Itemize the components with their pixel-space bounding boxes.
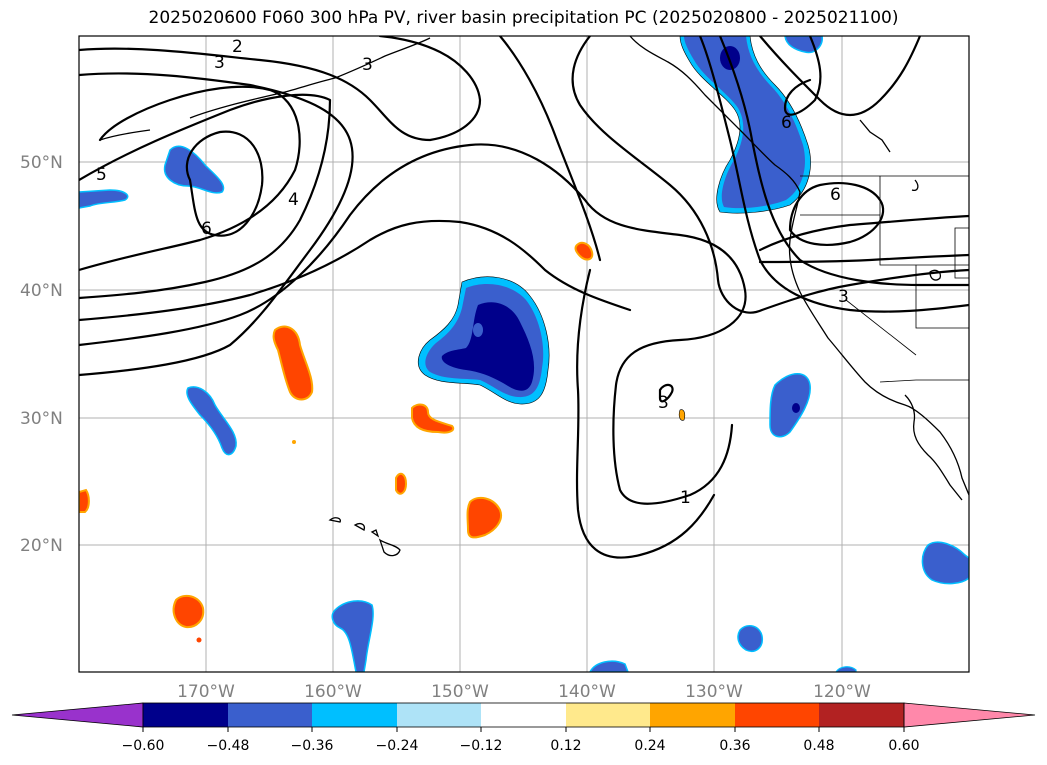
lat-label: 20°N xyxy=(20,536,63,556)
colorbar-segment xyxy=(566,703,650,727)
colorbar-outline xyxy=(142,702,905,728)
pv-label: 1 xyxy=(680,488,691,508)
colorbar-tick-label: 0.60 xyxy=(888,738,919,754)
colorbar-tick-label: −0.24 xyxy=(376,738,419,754)
colorbar-tick-label: 0.36 xyxy=(719,738,750,754)
pv-contour-labels: 2 3 5 6 4 3 6 6 3 3 1 xyxy=(96,37,849,508)
colorbar-tick-label: −0.60 xyxy=(122,738,165,754)
latitude-labels: 50°N 40°N 30°N 20°N xyxy=(20,153,63,556)
pv-contours xyxy=(79,36,969,559)
pv-label: 2 xyxy=(232,37,243,57)
colorbar-segment xyxy=(397,703,481,727)
longitude-labels: 170°W 160°W 150°W 140°W 130°W 120°W xyxy=(177,682,871,702)
map-title: 2025020600 F060 300 hPa PV, river basin … xyxy=(148,8,899,28)
lon-label: 140°W xyxy=(558,682,616,702)
lat-label: 30°N xyxy=(20,409,63,429)
colorbar-segment xyxy=(228,703,312,727)
lat-label: 40°N xyxy=(20,281,63,301)
pv-label: 6 xyxy=(830,185,841,205)
colorbar-tick-label: −0.36 xyxy=(291,738,334,754)
lon-label: 170°W xyxy=(177,682,235,702)
colorbar-segment xyxy=(819,703,904,727)
colorbar-extend-low xyxy=(11,702,144,728)
precip-blob-east-subtropics xyxy=(769,373,811,438)
lon-label: 160°W xyxy=(304,682,362,702)
pv-label: 5 xyxy=(96,165,107,185)
precip-blob-north-west xyxy=(163,145,225,194)
colorbar-segment xyxy=(735,703,819,727)
colorbar: −0.60 −0.48 −0.36 −0.24 −0.12 0.12 0.24 … xyxy=(11,702,1036,754)
map-frame xyxy=(78,35,970,673)
colorbar-ticks xyxy=(142,727,905,732)
precip-blob-positive-west xyxy=(272,325,314,401)
precip-blob-south-central xyxy=(331,600,374,672)
colorbar-segment xyxy=(143,703,228,727)
precip-positive-regions xyxy=(79,241,686,643)
colorbar-tick-label: −0.48 xyxy=(207,738,250,754)
colorbar-tick-label: −0.12 xyxy=(460,738,503,754)
lon-label: 150°W xyxy=(431,682,489,702)
lon-label: 120°W xyxy=(813,682,871,702)
colorbar-extend-high xyxy=(903,702,1036,728)
coastlines xyxy=(99,36,969,557)
pv-label: 4 xyxy=(288,190,299,210)
colorbar-segment xyxy=(650,703,735,727)
pv-label: 6 xyxy=(781,113,792,133)
precip-blob-west-subtropics xyxy=(186,386,237,456)
colorbar-tick-label: 0.12 xyxy=(550,738,581,754)
pv-label: 6 xyxy=(201,219,212,239)
lon-label: 130°W xyxy=(685,682,743,702)
state-borders xyxy=(800,175,969,383)
colorbar-tick-label: 0.48 xyxy=(803,738,834,754)
colorbar-tick-label: 0.24 xyxy=(634,738,665,754)
colorbar-segment xyxy=(312,703,397,727)
colorbar-segment xyxy=(481,703,566,727)
lat-label: 50°N xyxy=(20,153,63,173)
pv-label: 3 xyxy=(838,287,849,307)
pv-label: 3 xyxy=(362,55,373,75)
pv-label: 3 xyxy=(214,53,225,73)
pv-label: 3 xyxy=(658,393,669,413)
